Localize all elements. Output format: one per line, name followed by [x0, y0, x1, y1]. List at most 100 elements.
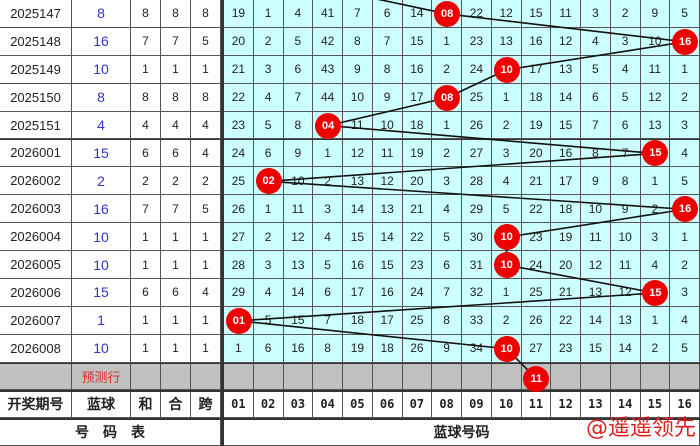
grid-cell: 10: [581, 195, 611, 224]
prediction-label: 预测行: [72, 363, 131, 390]
grid-cell: 21: [521, 167, 552, 196]
grid-cell: 14: [551, 83, 581, 112]
cell-hehe: 4: [161, 111, 191, 140]
grid-cell: 23: [462, 27, 492, 56]
grid-cell: 18: [521, 83, 552, 112]
grid-cell: 7: [343, 0, 373, 28]
cell-hehe: 8: [161, 0, 191, 28]
grid-cell: 23: [224, 111, 254, 140]
cell-kua: 5: [191, 27, 221, 56]
blue-ball-hit: 08: [434, 84, 461, 111]
grid-cell: 1: [253, 195, 284, 224]
grid-cell: 4: [432, 195, 462, 224]
pred-cell: [640, 363, 671, 390]
grid-cell: 3: [610, 27, 641, 56]
header-number: 07: [402, 391, 433, 418]
header-number: 13: [581, 391, 611, 418]
grid-cell: 5: [670, 334, 700, 363]
blue-ball-hit: 08: [434, 0, 461, 27]
cell-hehe: 1: [161, 55, 191, 84]
grid-cell: 6: [432, 251, 462, 279]
grid-cell: 24: [224, 139, 254, 168]
grid-cell: 6: [581, 83, 611, 112]
grid-cell: 17: [343, 279, 373, 307]
cell-kua: 1: [191, 55, 221, 84]
cell-kua: 4: [191, 139, 221, 168]
cell-hehe: 8: [161, 83, 191, 112]
grid-cell: 14: [283, 279, 314, 307]
grid-cell: 5: [581, 55, 611, 84]
grid-cell: 17: [521, 55, 552, 84]
pred-cell: [551, 363, 581, 390]
grid-cell: 4: [670, 306, 700, 335]
grid-cell: 3: [670, 111, 700, 140]
cell-hehe: 1: [161, 306, 191, 335]
footer-left: 号 码 表: [0, 419, 221, 446]
grid-cell: 21: [402, 195, 433, 224]
header-number: 14: [610, 391, 641, 418]
blue-ball-hit: 01: [225, 307, 252, 334]
grid-cell: 1: [640, 167, 671, 196]
pred-cell: [491, 363, 522, 390]
grid-cell: 18: [343, 306, 373, 335]
grid-cell: 12: [640, 83, 671, 112]
header-number: 10: [491, 391, 522, 418]
grid-cell: 9: [343, 55, 373, 84]
grid-cell: 24: [402, 279, 433, 307]
grid-cell: 4: [253, 83, 284, 112]
grid-cell: 22: [521, 195, 552, 224]
grid-cell: 12: [491, 0, 522, 28]
grid-cell: 2: [670, 83, 700, 112]
grid-cell: 8: [313, 334, 343, 363]
cell-kua: 2: [191, 167, 221, 196]
grid-cell: 18: [402, 111, 433, 140]
grid-cell: 21: [551, 279, 581, 307]
cell-he: 7: [131, 27, 161, 56]
grid-cell: 12: [343, 139, 373, 168]
grid-cell: 4: [670, 139, 700, 168]
cell-blue: 1: [72, 306, 131, 335]
grid-cell: 4: [283, 0, 314, 28]
grid-cell: 5: [432, 223, 462, 252]
pred-cell: [224, 363, 254, 390]
pred-empty: [191, 363, 221, 390]
header-kua: 跨: [191, 391, 221, 418]
cell-blue: 10: [72, 334, 131, 363]
cell-period: 2026006: [0, 279, 72, 307]
blue-ball-hit: 10: [493, 56, 520, 83]
grid-cell: 1: [432, 111, 462, 140]
grid-cell: 43: [313, 55, 343, 84]
pred-cell: [253, 363, 284, 390]
cell-kua: 1: [191, 334, 221, 363]
grid-cell: 20: [402, 167, 433, 196]
grid-cell: 25: [521, 279, 552, 307]
grid-cell: 4: [581, 27, 611, 56]
grid-cell: 12: [551, 27, 581, 56]
grid-cell: 6: [283, 55, 314, 84]
pred-empty: [0, 363, 72, 390]
cell-he: 1: [131, 55, 161, 84]
grid-cell: 12: [372, 167, 403, 196]
grid-cell: 5: [491, 195, 522, 224]
cell-hehe: 7: [161, 195, 191, 224]
grid-cell: 2: [313, 167, 343, 196]
cell-hehe: 6: [161, 139, 191, 168]
grid-cell: 1: [491, 279, 522, 307]
grid-cell: 6: [610, 111, 641, 140]
blue-ball-hit: 16: [672, 28, 699, 55]
grid-cell: 26: [402, 334, 433, 363]
cell-period: 2025147: [0, 0, 72, 28]
grid-cell: 7: [283, 83, 314, 112]
grid-cell: 11: [343, 111, 373, 140]
grid-cell: 5: [253, 111, 284, 140]
grid-cell: 41: [313, 0, 343, 28]
grid-cell: 7: [372, 27, 403, 56]
pred-empty: [161, 363, 191, 390]
blue-ball-hit: 10: [493, 252, 520, 279]
grid-cell: 13: [283, 251, 314, 279]
blue-ball-hit: 04: [315, 112, 342, 139]
grid-cell: 20: [224, 27, 254, 56]
grid-cell: 3: [670, 279, 700, 307]
grid-cell: 18: [372, 334, 403, 363]
